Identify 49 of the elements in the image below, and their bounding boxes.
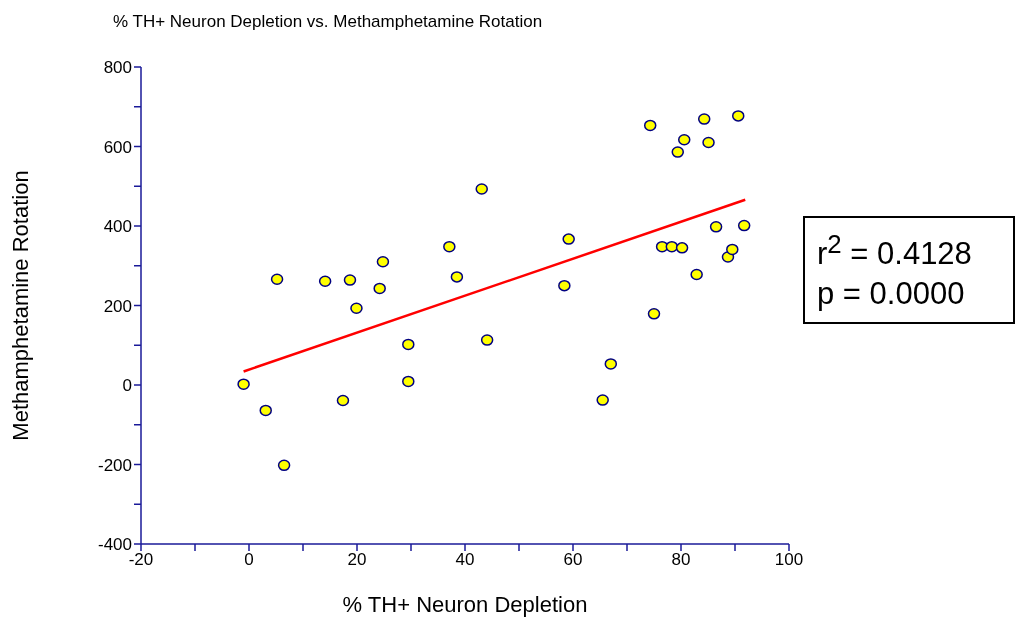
point <box>643 119 657 132</box>
point <box>690 268 703 281</box>
chart-title: % TH+ Neuron Depletion vs. Methamphetamine Rotation <box>113 12 543 32</box>
point <box>277 459 291 472</box>
x-tick-label: 20 <box>347 550 367 570</box>
point <box>675 242 689 254</box>
y-tick-label: 0 <box>122 376 132 396</box>
point <box>596 394 609 406</box>
x-tick-label: 100 <box>774 550 804 570</box>
y-axis-title: Methamphetamine Rotation <box>7 170 33 441</box>
point <box>726 243 739 256</box>
point <box>270 273 284 286</box>
point <box>604 358 618 370</box>
point <box>558 279 571 292</box>
x-tick-label: 80 <box>671 550 691 570</box>
point <box>237 378 250 390</box>
point <box>647 308 661 320</box>
point <box>671 146 685 158</box>
x-tick-label: 40 <box>455 550 475 570</box>
point <box>376 256 390 268</box>
point <box>737 219 751 232</box>
point <box>443 240 456 253</box>
point <box>475 183 488 195</box>
point <box>702 136 715 149</box>
x-axis-title: % TH+ Neuron Depletion <box>342 592 588 617</box>
y-tick-label: 600 <box>103 137 132 157</box>
x-tick-label: 0 <box>244 550 254 570</box>
y-tick-label: 400 <box>103 217 132 237</box>
point <box>697 113 711 125</box>
point <box>350 302 363 315</box>
text: r$^{2}$ = 0.4128 <box>817 229 973 274</box>
point <box>709 221 723 233</box>
point <box>731 110 745 122</box>
point <box>450 271 464 283</box>
y-tick-label: -200 <box>97 455 132 475</box>
point <box>402 375 415 388</box>
point <box>562 233 575 245</box>
y-tick-label: 800 <box>103 58 132 78</box>
point <box>480 334 494 346</box>
point <box>402 338 415 351</box>
point <box>259 404 272 417</box>
point <box>318 275 332 287</box>
x-tick-label: 60 <box>563 550 583 570</box>
point <box>677 133 691 146</box>
point <box>373 282 386 295</box>
point <box>343 274 357 286</box>
y-tick-label: 200 <box>103 296 132 316</box>
point <box>336 394 350 407</box>
text: p = 0.0000 <box>817 275 966 314</box>
